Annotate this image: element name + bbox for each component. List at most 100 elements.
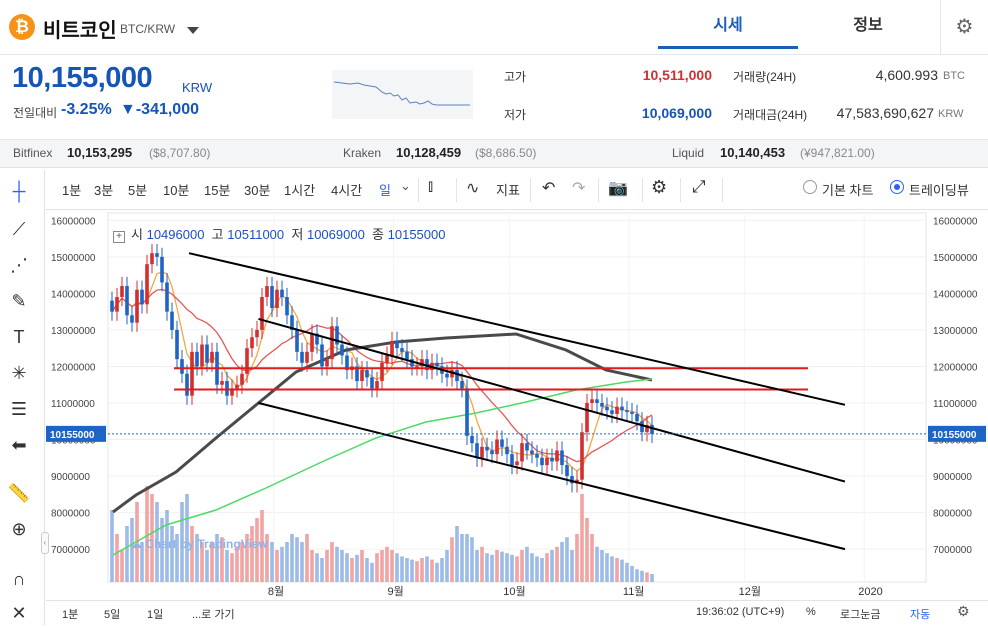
- volume-bar: [310, 550, 314, 582]
- candle-body: [235, 384, 239, 389]
- range-5d[interactable]: 5일: [104, 609, 121, 621]
- interval-5m[interactable]: 5분: [128, 183, 148, 198]
- ohlc-close: 10155000: [387, 227, 446, 242]
- plus-icon[interactable]: +: [113, 231, 125, 243]
- volume-unit: BTC: [943, 70, 965, 82]
- volume-bar: [255, 518, 259, 582]
- basic-chart-label[interactable]: 기본 차트: [822, 183, 874, 198]
- indicator-icon[interactable]: ∿: [466, 180, 480, 197]
- candle-body: [110, 300, 114, 312]
- plot-frame: [107, 212, 927, 583]
- fullscreen-icon[interactable]: ⤢: [692, 177, 706, 196]
- ohlc-low: 10069000: [306, 227, 365, 242]
- volume-bar: [620, 559, 624, 582]
- volume-bar: [445, 550, 449, 582]
- volume-label: 거래량(24H): [733, 70, 797, 84]
- back-arrow-icon[interactable]: ⬅: [11, 435, 27, 455]
- radio-basic-chart[interactable]: [803, 180, 817, 194]
- volume-bar: [640, 570, 644, 582]
- collapse-toolbar-icon[interactable]: ‹: [41, 532, 49, 554]
- candle-body: [500, 439, 504, 447]
- volume-bar: [370, 562, 374, 582]
- price-chart[interactable]: 16000000 16000000 15000000 15000000 14000000…: [46, 210, 988, 600]
- volume-bar: [365, 558, 369, 582]
- candle-body: [625, 410, 629, 413]
- fib-icon[interactable]: ☰: [10, 399, 28, 419]
- candle-body: [240, 373, 244, 385]
- volume-bar: [475, 550, 479, 582]
- candle-body: [365, 370, 369, 378]
- volume-bar: [500, 551, 504, 582]
- interval-4h[interactable]: 4시간: [331, 183, 363, 198]
- tab-market[interactable]: 시세: [658, 0, 798, 49]
- interval-10m[interactable]: 10분: [163, 183, 190, 198]
- candle-type-icon[interactable]: ⫾: [428, 178, 434, 195]
- interval-3m[interactable]: 3분: [94, 183, 114, 198]
- zoom-icon[interactable]: ⊕: [11, 519, 27, 539]
- gear-icon[interactable]: ⚙: [940, 0, 988, 54]
- interval-1h[interactable]: 1시간: [284, 183, 316, 198]
- crosshair-icon[interactable]: ┼: [12, 181, 26, 201]
- log-scale-toggle[interactable]: 로그눈금: [840, 609, 881, 621]
- volume-bar: [650, 574, 654, 582]
- exchange-sub: ($8,686.50): [475, 146, 537, 160]
- redo-icon[interactable]: ↷: [572, 180, 586, 197]
- trading-view-label[interactable]: 트레이딩뷰: [909, 183, 969, 198]
- volume-bar: [120, 550, 124, 582]
- text-icon[interactable]: T: [13, 327, 25, 347]
- y-tick-label-left: 8000000: [51, 509, 90, 520]
- y-tick-label-right: 12000000: [933, 362, 978, 373]
- volume-bar: [530, 553, 534, 582]
- chart-toolbar: [46, 170, 988, 210]
- volume-bar: [450, 537, 454, 582]
- candle-body: [165, 282, 169, 312]
- interval-15m[interactable]: 15분: [204, 183, 231, 198]
- trend-line-icon[interactable]: ⟋: [12, 219, 26, 239]
- pattern-icon[interactable]: ✳: [11, 363, 27, 383]
- volume-bar: [350, 558, 354, 582]
- sparkline-chart: [332, 70, 473, 119]
- candle-body: [195, 351, 199, 367]
- camera-icon[interactable]: 📷: [608, 180, 628, 197]
- undo-icon[interactable]: ↶: [542, 180, 556, 197]
- volume-bar: [150, 494, 154, 582]
- gear-icon[interactable]: ⚙: [957, 603, 970, 619]
- volume-bar: [315, 553, 319, 582]
- candle-body: [630, 412, 634, 414]
- interval-1d[interactable]: 일: [379, 183, 391, 198]
- candle-body: [270, 286, 274, 308]
- volume-bar: [380, 550, 384, 582]
- pitchfork-icon[interactable]: ⋰: [10, 255, 28, 275]
- brush-icon[interactable]: ✎: [11, 291, 27, 311]
- range-1d[interactable]: 1일: [147, 609, 164, 621]
- auto-scale-toggle[interactable]: 자동: [910, 609, 931, 621]
- y-tick-label-right: 14000000: [933, 289, 978, 300]
- percent-toggle[interactable]: %: [806, 606, 816, 618]
- tab-info[interactable]: 정보: [853, 17, 883, 34]
- volume-bar: [125, 526, 129, 582]
- ruler-icon[interactable]: 📏: [7, 483, 31, 503]
- volume-bar: [600, 550, 604, 582]
- volume-bar: [270, 542, 274, 582]
- chevron-down-icon[interactable]: ⌄: [400, 178, 411, 193]
- goto-button[interactable]: ...로 가기: [192, 609, 235, 621]
- candle-body: [115, 297, 119, 312]
- settings-icon[interactable]: ⚙: [651, 177, 668, 197]
- interval-1m[interactable]: 1분: [62, 183, 82, 198]
- candle-body: [135, 289, 139, 323]
- current-price: 10,155,000: [12, 62, 153, 94]
- volume-bar: [335, 546, 339, 582]
- volume-bar: [225, 550, 229, 582]
- radio-trading-view[interactable]: [890, 180, 904, 194]
- chart-grid: [107, 212, 927, 583]
- indicator-button[interactable]: 지표: [496, 183, 520, 198]
- chevron-down-icon[interactable]: [187, 27, 199, 34]
- volume-bar: [180, 502, 184, 582]
- lock-icon[interactable]: ✕: [11, 603, 27, 623]
- range-1m[interactable]: 1분: [62, 609, 79, 621]
- magnet-icon[interactable]: ∩: [12, 569, 26, 589]
- volume-bar: [110, 510, 114, 582]
- volume-bar: [520, 550, 524, 582]
- interval-30m[interactable]: 30분: [244, 183, 271, 198]
- watermark-text: Chart by TradingView: [145, 537, 268, 551]
